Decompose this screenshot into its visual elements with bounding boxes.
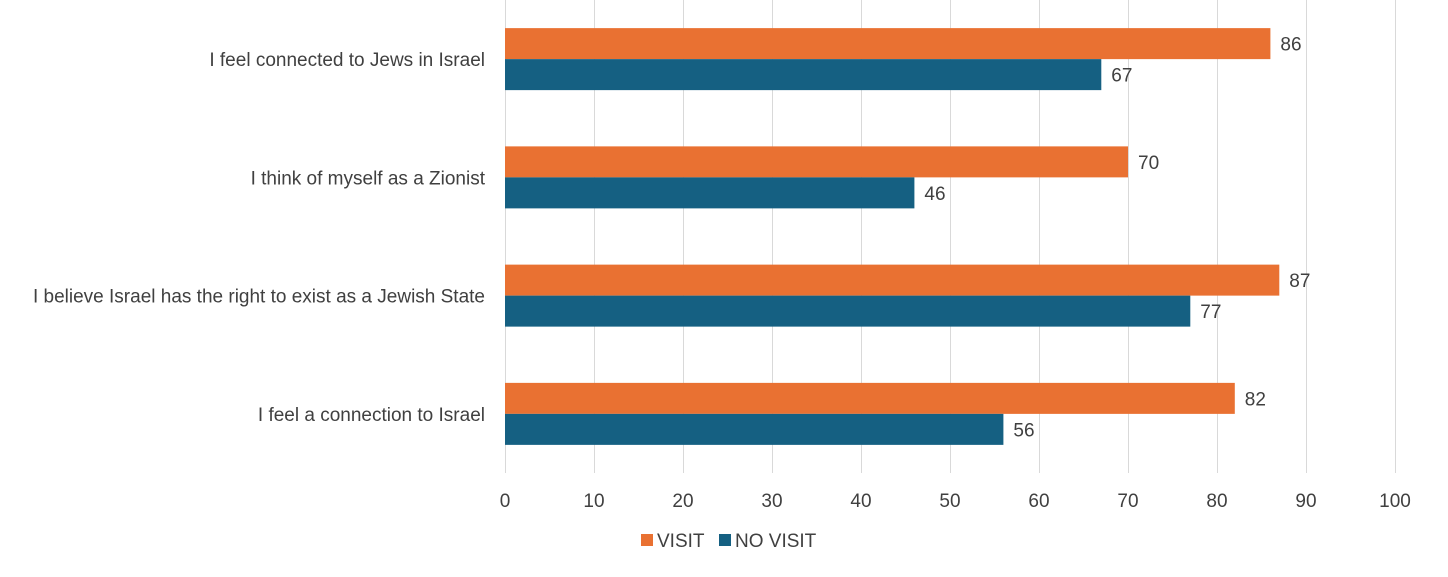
legend: VISIT NO VISIT — [641, 531, 817, 552]
x-tick-label: 80 — [1206, 491, 1227, 512]
data-label: 70 — [1138, 153, 1159, 174]
data-label: 77 — [1200, 302, 1221, 323]
data-label: 67 — [1111, 66, 1132, 87]
x-tick-label: 20 — [672, 491, 693, 512]
x-tick-label: 10 — [583, 491, 604, 512]
x-tick-label: 50 — [939, 491, 960, 512]
x-tick-label: 0 — [500, 491, 511, 512]
x-tick-label: 100 — [1379, 491, 1411, 512]
category-label: I think of myself as a Zionist — [251, 168, 486, 189]
bar-visit-1 — [505, 146, 1128, 178]
x-tick-label: 30 — [761, 491, 782, 512]
data-label: 87 — [1289, 271, 1310, 292]
bar-visit-0 — [505, 28, 1271, 60]
data-label: 82 — [1245, 389, 1266, 410]
legend-swatch-no-visit — [719, 534, 731, 546]
category-label: I feel connected to Jews in Israel — [209, 50, 485, 71]
category-label: I believe Israel has the right to exist … — [33, 287, 485, 308]
bar-no-visit-2 — [505, 295, 1191, 327]
bar-no-visit-3 — [505, 413, 1004, 445]
x-tick-label: 90 — [1295, 491, 1316, 512]
data-label: 86 — [1280, 35, 1301, 56]
legend-swatch-visit — [641, 534, 653, 546]
legend-label-visit: VISIT — [657, 531, 705, 552]
data-label: 56 — [1013, 420, 1034, 441]
x-tick-label: 40 — [850, 491, 871, 512]
data-label: 46 — [924, 184, 945, 205]
bars — [505, 28, 1280, 445]
legend-label-no-visit: NO VISIT — [735, 531, 817, 552]
category-label: I feel a connection to Israel — [258, 405, 485, 426]
bar-no-visit-0 — [505, 59, 1102, 91]
bar-visit-3 — [505, 382, 1235, 414]
bar-no-visit-1 — [505, 177, 915, 209]
x-tick-label: 60 — [1028, 491, 1049, 512]
x-tick-label: 70 — [1117, 491, 1138, 512]
bar-visit-2 — [505, 264, 1280, 296]
labels: 0 10 20 30 40 50 60 70 80 90 100 86 67 I feel connect… — [33, 35, 1411, 512]
